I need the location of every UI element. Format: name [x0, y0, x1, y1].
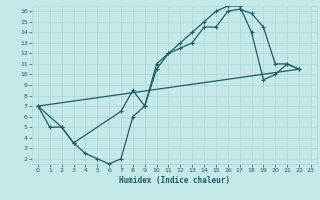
- X-axis label: Humidex (Indice chaleur): Humidex (Indice chaleur): [119, 176, 230, 185]
